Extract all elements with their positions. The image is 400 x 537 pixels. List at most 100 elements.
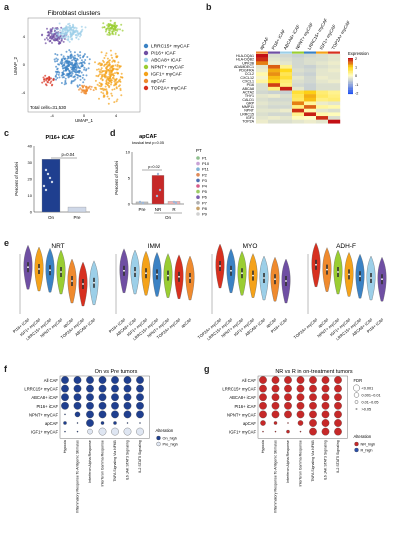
heatmap-legend-step: [348, 88, 353, 90]
violin-median: [27, 266, 29, 269]
heatmap-legend-step: [348, 80, 353, 83]
heatmap-cell: [256, 86, 269, 91]
pt-legend-swatch: [196, 201, 200, 205]
umap-cell: [87, 67, 90, 70]
umap-cell: [56, 38, 59, 41]
umap-cell: [60, 59, 63, 61]
bar-c-point: [50, 180, 54, 184]
umap-cell: [53, 28, 56, 31]
umap-cell: [109, 49, 112, 52]
violin-median: [315, 263, 317, 266]
umap-cell: [83, 53, 86, 56]
umap-cell: [76, 30, 79, 33]
heatmap-cell: [328, 101, 341, 106]
dot-point: [309, 376, 317, 384]
umap-cell: [121, 29, 124, 32]
dot-point: [76, 430, 79, 433]
umap-cell: [114, 26, 117, 29]
umap-xtick: 4: [115, 113, 118, 118]
fdr-title: FDR: [354, 378, 363, 383]
heatmap-cell: [256, 64, 269, 69]
dot-row-label: All CAF: [44, 378, 59, 383]
alteration-swatch: [354, 447, 359, 453]
dot-point: [113, 421, 117, 425]
umap-cell: [62, 40, 65, 43]
heatmap-cell: [268, 86, 281, 91]
violin-median: [241, 272, 243, 275]
bar-d-group: On: [165, 215, 172, 220]
umap-cell: [43, 78, 46, 81]
heatmap-cell: [316, 68, 329, 73]
umap-cell: [68, 24, 71, 27]
umap-cell: [110, 66, 113, 69]
pt-legend-label: P10: [202, 161, 210, 166]
bar-d-point: [172, 200, 176, 204]
violin-median: [219, 265, 221, 267]
umap-cell: [117, 61, 120, 64]
umap-cell: [108, 76, 111, 79]
dot-point: [321, 401, 330, 410]
umap-cell: [96, 68, 98, 71]
violin-median: [359, 275, 361, 278]
dot-title: On vs Pre tumors: [95, 369, 138, 375]
umap-cell: [62, 55, 65, 58]
bar-d-ylabel: Percent of nuclei: [114, 161, 119, 195]
pt-legend-label: P3: [202, 178, 208, 183]
bar-c-xtick: On: [48, 215, 55, 220]
dot-point: [123, 427, 132, 436]
umap-cell: [78, 84, 81, 87]
dot-point: [296, 410, 305, 419]
heatmap-legend-step: [348, 85, 353, 87]
umap-cell: [108, 59, 111, 62]
umap-cell: [58, 76, 61, 79]
pt-legend-swatch: [196, 195, 200, 199]
heatmap-cell: [280, 54, 293, 58]
umap-cell: [111, 32, 114, 35]
umap-cells: [41, 19, 124, 105]
dot-point: [271, 384, 280, 393]
dot-point: [296, 401, 305, 410]
umap-cell: [76, 34, 79, 37]
dot-point: [296, 384, 305, 393]
umap-cell: [76, 76, 79, 79]
dot-point: [111, 384, 119, 393]
umap-cell: [106, 78, 109, 81]
heatmap-cell: [328, 112, 341, 117]
dot-point: [74, 411, 81, 418]
heatmap-legend-step: [348, 82, 353, 84]
umap-cell: [77, 70, 80, 73]
heatmap-cell: [328, 72, 341, 77]
violin-median: [263, 277, 265, 279]
heatmap-cell: [256, 83, 269, 88]
umap-cell: [104, 63, 107, 66]
heatmap-cell: [316, 97, 329, 102]
umap-cell: [99, 62, 102, 65]
dot-point: [86, 376, 94, 384]
violin-median: [82, 283, 84, 285]
umap-cell: [105, 66, 108, 69]
pt-legend-label: P9: [202, 212, 208, 217]
dot-col-label: IL2 STAT5 Signaling: [336, 440, 340, 472]
dot-point: [111, 410, 119, 419]
umap-cell: [59, 42, 62, 45]
dot-point: [98, 393, 107, 402]
umap-cell: [85, 87, 88, 90]
umap-cell: [106, 57, 109, 60]
heatmap-cell: [304, 68, 317, 73]
dot-point: [136, 393, 144, 402]
pt-legend-swatch: [196, 189, 200, 194]
alteration-label: Pre_high: [163, 442, 178, 446]
dot-row-label: LRRC15+ myCAF: [24, 387, 58, 392]
umap-plot: Fibroblast clusters Total cells=31,530 U…: [13, 10, 190, 123]
umap-cell: [66, 29, 69, 32]
umap-cell: [107, 102, 110, 105]
umap-cell: [90, 85, 93, 88]
umap-cell: [46, 80, 49, 83]
dot-point: [64, 430, 66, 433]
heatmap-cell: [280, 119, 293, 124]
heatmap-cell: [292, 105, 305, 109]
umap-cell: [76, 57, 78, 60]
umap-cell: [114, 21, 117, 24]
umap-cell: [58, 22, 61, 25]
